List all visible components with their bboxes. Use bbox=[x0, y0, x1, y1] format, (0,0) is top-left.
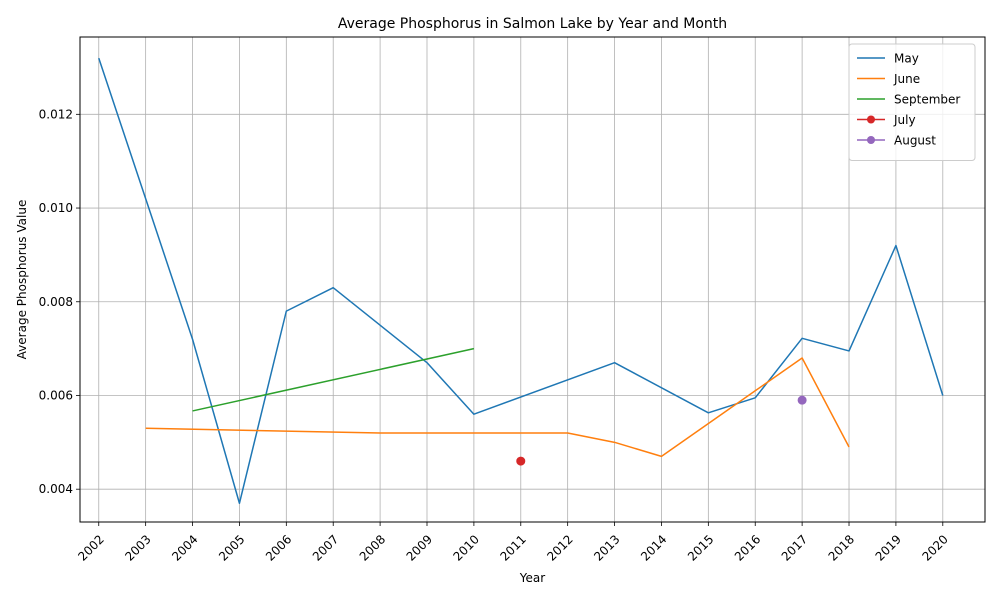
y-axis-label: Average Phosphorus Value bbox=[15, 200, 29, 360]
legend-box bbox=[848, 43, 976, 161]
y-tick-label: 0.004 bbox=[39, 482, 73, 496]
series-line-june bbox=[145, 357, 850, 458]
legend: May June September July August bbox=[848, 43, 976, 161]
grid-lines bbox=[80, 37, 985, 522]
series-line-september bbox=[192, 347, 475, 412]
y-tick-label: 0.010 bbox=[39, 201, 73, 215]
plot-area-frame bbox=[79, 36, 986, 523]
y-tick-label: 0.012 bbox=[39, 107, 73, 121]
x-axis-label: Year bbox=[519, 571, 545, 585]
data-point-august bbox=[797, 395, 807, 405]
legend-label-september: September bbox=[894, 93, 960, 107]
series-line-may bbox=[98, 57, 944, 505]
legend-label-june: June bbox=[893, 72, 920, 86]
legend-label-august: August bbox=[894, 134, 936, 148]
y-axis-ticks: 0.004 0.006 0.008 0.010 0.012 bbox=[39, 107, 80, 496]
legend-marker-july bbox=[867, 115, 875, 124]
legend-label-july: July bbox=[893, 113, 916, 127]
chart-title: Average Phosphorus in Salmon Lake by Yea… bbox=[338, 16, 727, 32]
y-tick-label: 0.006 bbox=[39, 388, 73, 402]
y-tick-label: 0.008 bbox=[39, 295, 73, 309]
series-layer bbox=[98, 57, 944, 505]
legend-label-may: May bbox=[894, 52, 919, 66]
legend-marker-august bbox=[867, 136, 875, 144]
data-point-july bbox=[516, 456, 526, 466]
